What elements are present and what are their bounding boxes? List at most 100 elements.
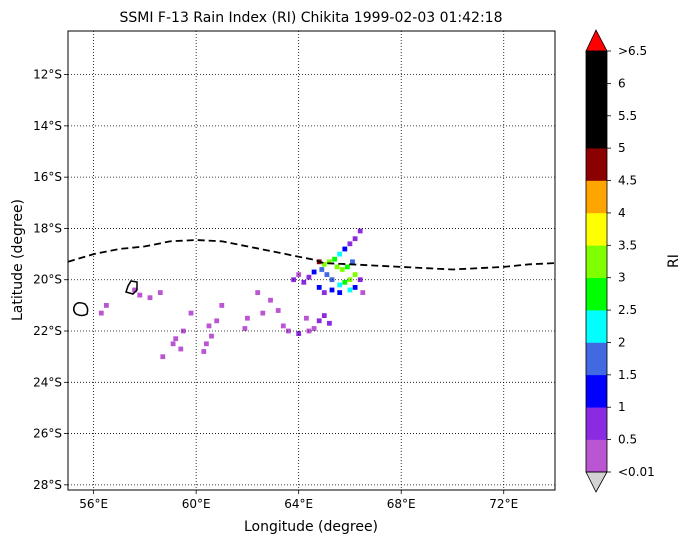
rain-cell	[316, 318, 322, 324]
colorbar-tick-label: 3.5	[618, 238, 637, 252]
rain-cell	[275, 308, 281, 313]
grid-lines	[68, 31, 555, 490]
rain-cell	[334, 264, 340, 270]
rain-cell	[311, 326, 317, 331]
rain-cell	[345, 264, 350, 270]
rain-cell	[209, 333, 214, 339]
colorbar-tick-label: 6	[618, 76, 626, 90]
colorbar-segment	[586, 374, 607, 408]
colorbar-segment	[586, 51, 607, 84]
colorbar-tick-label: <0.01	[618, 465, 655, 479]
rain-cell	[342, 279, 348, 285]
rain-cell	[280, 323, 286, 329]
rain-cell	[337, 251, 343, 257]
colorbar-segment	[586, 180, 607, 214]
x-tick-label: 72°E	[489, 497, 518, 511]
colorbar-segment	[586, 212, 607, 246]
rain-cell	[132, 287, 137, 293]
y-tick-label: 12°S	[33, 68, 62, 82]
rain-cell	[178, 346, 184, 352]
colorbar: <0.01 0.5 1 1.5 2 2.5 3 3.5 4 4.5 5 5.5 6 >6.5 RI	[585, 29, 682, 493]
colorbar-tick-label: 1.5	[618, 368, 637, 382]
x-tick-label: 56°E	[79, 497, 108, 511]
colorbar-tick-label: >6.5	[618, 44, 647, 58]
rain-cell	[201, 349, 207, 354]
rain-cell	[160, 354, 166, 360]
rain-cell	[206, 323, 212, 329]
rain-cell	[337, 290, 343, 295]
colorbar-segment	[586, 148, 607, 181]
colorbar-tick-label: 5	[618, 141, 626, 155]
rain-cell	[304, 315, 309, 321]
rain-cell	[268, 297, 273, 303]
rain-cell	[350, 259, 355, 265]
colorbar-tick-label: 4.5	[618, 174, 637, 188]
colorbar-segment	[586, 439, 607, 473]
rain-cell	[327, 259, 332, 265]
y-tick-label: 24°S	[33, 375, 62, 389]
rain-cell	[173, 336, 179, 342]
y-tick-label: 20°S	[33, 273, 62, 287]
rain-cell	[357, 277, 363, 283]
rain-cell	[352, 285, 358, 290]
rain-cell	[301, 279, 307, 285]
rain-cell	[306, 274, 312, 280]
rain-cell	[219, 303, 225, 308]
y-tick-label: 18°S	[33, 221, 62, 235]
plot-background	[68, 31, 555, 490]
plot-area	[67, 30, 556, 491]
rodrigues-coastline	[125, 280, 138, 295]
mauritius-coastline	[72, 301, 89, 317]
y-axis-ticks: 12°S 14°S 16°S 18°S 20°S 22°S 24°S 26°S 28°S	[33, 68, 68, 492]
y-tick-label: 26°S	[33, 427, 62, 441]
colorbar-over-triangle	[585, 29, 608, 52]
y-tick-label: 14°S	[33, 119, 62, 133]
colorbar-ticks: <0.01 0.5 1 1.5 2 2.5 3 3.5 4 4.5 5 5.5 6 >6.5	[607, 44, 655, 479]
rain-cell	[327, 320, 332, 326]
rain-cell	[147, 295, 153, 301]
rain-cell	[311, 269, 317, 275]
colorbar-label: RI	[666, 254, 682, 268]
rain-cell	[188, 310, 194, 316]
rain-cell	[204, 341, 209, 347]
rain-cell	[255, 290, 261, 295]
colorbar-tick-label: 3	[618, 271, 626, 285]
rain-cell	[316, 285, 322, 290]
colorbar-under-triangle	[585, 471, 608, 493]
rain-cells	[98, 228, 366, 360]
rain-cell	[352, 236, 358, 242]
colorbar-segment	[586, 342, 607, 376]
x-tick-label: 64°E	[284, 497, 313, 511]
rain-cell	[104, 303, 109, 308]
rain-cell	[321, 261, 327, 267]
colorbar-segment	[586, 245, 607, 278]
rain-cell	[337, 282, 343, 288]
colorbar-segment	[586, 83, 607, 117]
colorbar-tick-label: 4	[618, 206, 626, 220]
rain-cell	[329, 287, 335, 293]
plot-frame	[67, 30, 556, 491]
colorbar-tick-label: 1	[618, 400, 626, 414]
colorbar-segment	[586, 310, 607, 343]
rain-cell	[242, 326, 248, 331]
chart-title: SSMI F-13 Rain Index (RI) Chikita 1999-0…	[120, 10, 503, 26]
rain-cell	[321, 290, 327, 295]
y-axis-label: Latitude (degree)	[10, 199, 26, 321]
rain-cell	[319, 267, 325, 272]
rain-cell	[137, 292, 143, 298]
rain-cell	[324, 272, 330, 277]
rain-cell	[352, 272, 358, 277]
rain-cell	[332, 256, 337, 262]
island-coastlines	[72, 280, 138, 317]
colorbar-segment	[586, 407, 607, 440]
rain-cell	[342, 246, 348, 252]
x-axis-ticks: 56°E 60°E 64°E 68°E 72°E	[79, 490, 518, 511]
storm-track	[68, 239, 555, 271]
colorbar-tick-label: 5.5	[618, 109, 637, 123]
x-tick-label: 60°E	[182, 497, 211, 511]
colorbar-segments	[586, 51, 607, 473]
y-tick-label: 28°S	[33, 478, 62, 492]
rain-cell	[214, 318, 220, 324]
rain-cell	[157, 290, 163, 295]
